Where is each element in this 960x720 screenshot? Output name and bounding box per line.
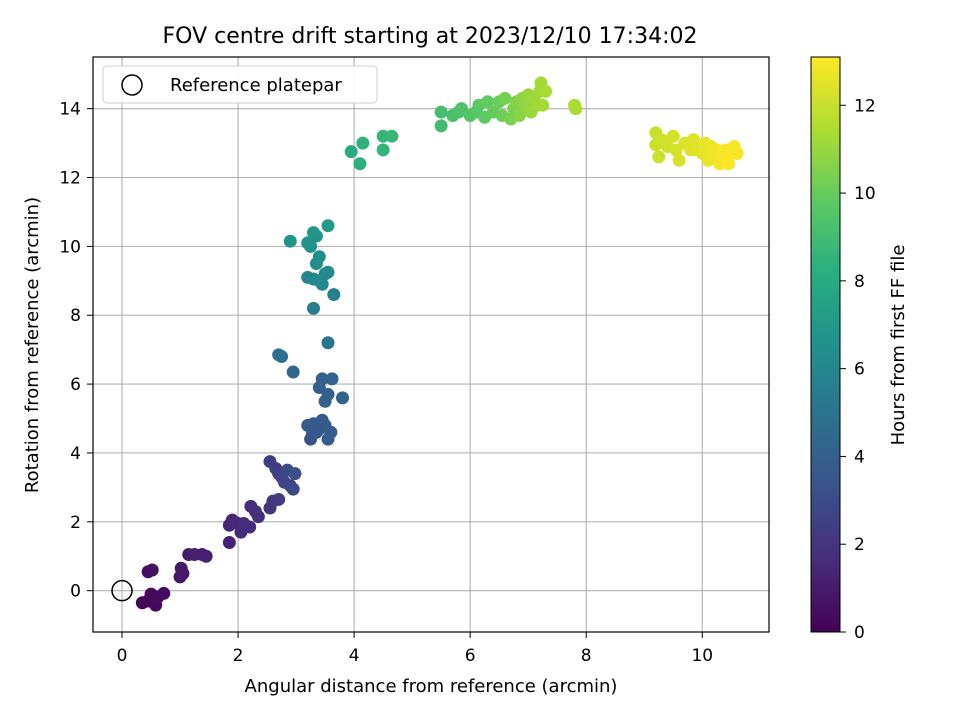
data-point — [536, 98, 550, 112]
data-point — [315, 277, 329, 291]
x-tick-label: 4 — [349, 646, 360, 666]
data-point — [315, 372, 329, 386]
data-point — [498, 91, 512, 105]
y-tick-label: 2 — [70, 513, 81, 533]
colorbar-tick-label: 0 — [854, 623, 865, 643]
y-tick-label: 12 — [59, 169, 81, 189]
data-point — [321, 336, 335, 350]
data-point — [672, 153, 686, 167]
data-point — [344, 145, 358, 159]
legend: Reference platepar — [102, 65, 378, 104]
data-point — [687, 133, 701, 147]
data-point — [321, 265, 335, 279]
x-tick-label: 10 — [691, 646, 713, 666]
x-tick-label: 0 — [117, 646, 128, 666]
data-point — [286, 365, 300, 379]
colorbar-gradient — [810, 56, 841, 633]
y-tick-label: 6 — [70, 375, 81, 395]
data-point — [306, 301, 320, 315]
data-point — [336, 391, 350, 405]
data-point — [569, 102, 583, 116]
data-point — [652, 150, 666, 164]
data-point — [666, 129, 680, 143]
data-point — [324, 425, 338, 439]
data-point — [275, 350, 289, 364]
x-tick-label: 6 — [465, 646, 476, 666]
data-point — [730, 146, 744, 160]
data-point — [376, 143, 390, 157]
y-axis-label: Rotation from reference (arcmin) — [22, 197, 43, 493]
data-points — [135, 76, 744, 612]
data-point — [222, 535, 236, 549]
data-point — [356, 136, 370, 150]
data-point — [481, 95, 495, 109]
y-axis-ticks: 0 2 4 6 8 10 12 14 — [59, 100, 93, 602]
data-point — [434, 119, 448, 133]
data-point — [243, 520, 257, 534]
data-point — [325, 372, 339, 386]
data-point — [272, 492, 286, 506]
colorbar-tick-label: 10 — [854, 184, 876, 204]
data-point — [157, 586, 171, 600]
reference-marker-layer — [111, 579, 133, 602]
data-point — [286, 482, 300, 496]
legend-entry-reference-platepar: Reference platepar — [170, 75, 342, 96]
data-point — [454, 102, 468, 116]
data-point — [312, 250, 326, 264]
colorbar-tick-label: 6 — [854, 360, 865, 380]
data-point — [353, 157, 367, 171]
y-tick-label: 10 — [59, 237, 81, 257]
colorbar-ticks: 0 2 4 6 8 10 12 — [840, 96, 876, 643]
data-point — [283, 234, 297, 248]
data-point — [321, 219, 335, 233]
data-point — [176, 566, 190, 580]
data-point — [288, 467, 302, 481]
x-axis-label: Angular distance from reference (arcmin) — [245, 676, 618, 697]
data-point — [327, 288, 341, 302]
data-point — [512, 109, 526, 123]
data-point — [669, 143, 683, 157]
x-axis-ticks: 0 2 4 6 8 10 — [117, 632, 713, 666]
data-point — [306, 226, 320, 240]
legend-box — [102, 65, 378, 104]
y-tick-label: 8 — [70, 306, 81, 326]
data-point — [321, 387, 335, 401]
data-point — [199, 549, 213, 563]
chart-title: FOV centre drift starting at 2023/12/10 … — [163, 24, 698, 49]
x-tick-label: 2 — [233, 646, 244, 666]
colorbar-tick-label: 12 — [854, 96, 876, 116]
data-point — [385, 129, 399, 143]
data-point — [434, 105, 448, 119]
colorbar-tick-label: 4 — [854, 447, 865, 467]
colorbar-label: Hours from first FF file — [888, 245, 909, 446]
data-point — [301, 236, 315, 250]
y-tick-label: 0 — [70, 582, 81, 602]
data-point — [721, 157, 735, 171]
y-tick-label: 4 — [70, 444, 81, 464]
plot-frame — [92, 56, 770, 633]
legend-reference-marker — [121, 74, 143, 96]
colorbar: 0 2 4 6 8 10 12 Hours from first FF file — [810, 56, 909, 643]
data-point — [301, 418, 315, 432]
data-point — [251, 510, 265, 524]
data-point — [145, 563, 159, 577]
y-tick-label: 14 — [59, 100, 81, 120]
data-point — [539, 84, 553, 98]
colorbar-tick-label: 2 — [854, 535, 865, 555]
reference-platepar-marker — [111, 579, 133, 602]
colorbar-tick-label: 8 — [854, 272, 865, 292]
x-tick-label: 8 — [581, 646, 592, 666]
